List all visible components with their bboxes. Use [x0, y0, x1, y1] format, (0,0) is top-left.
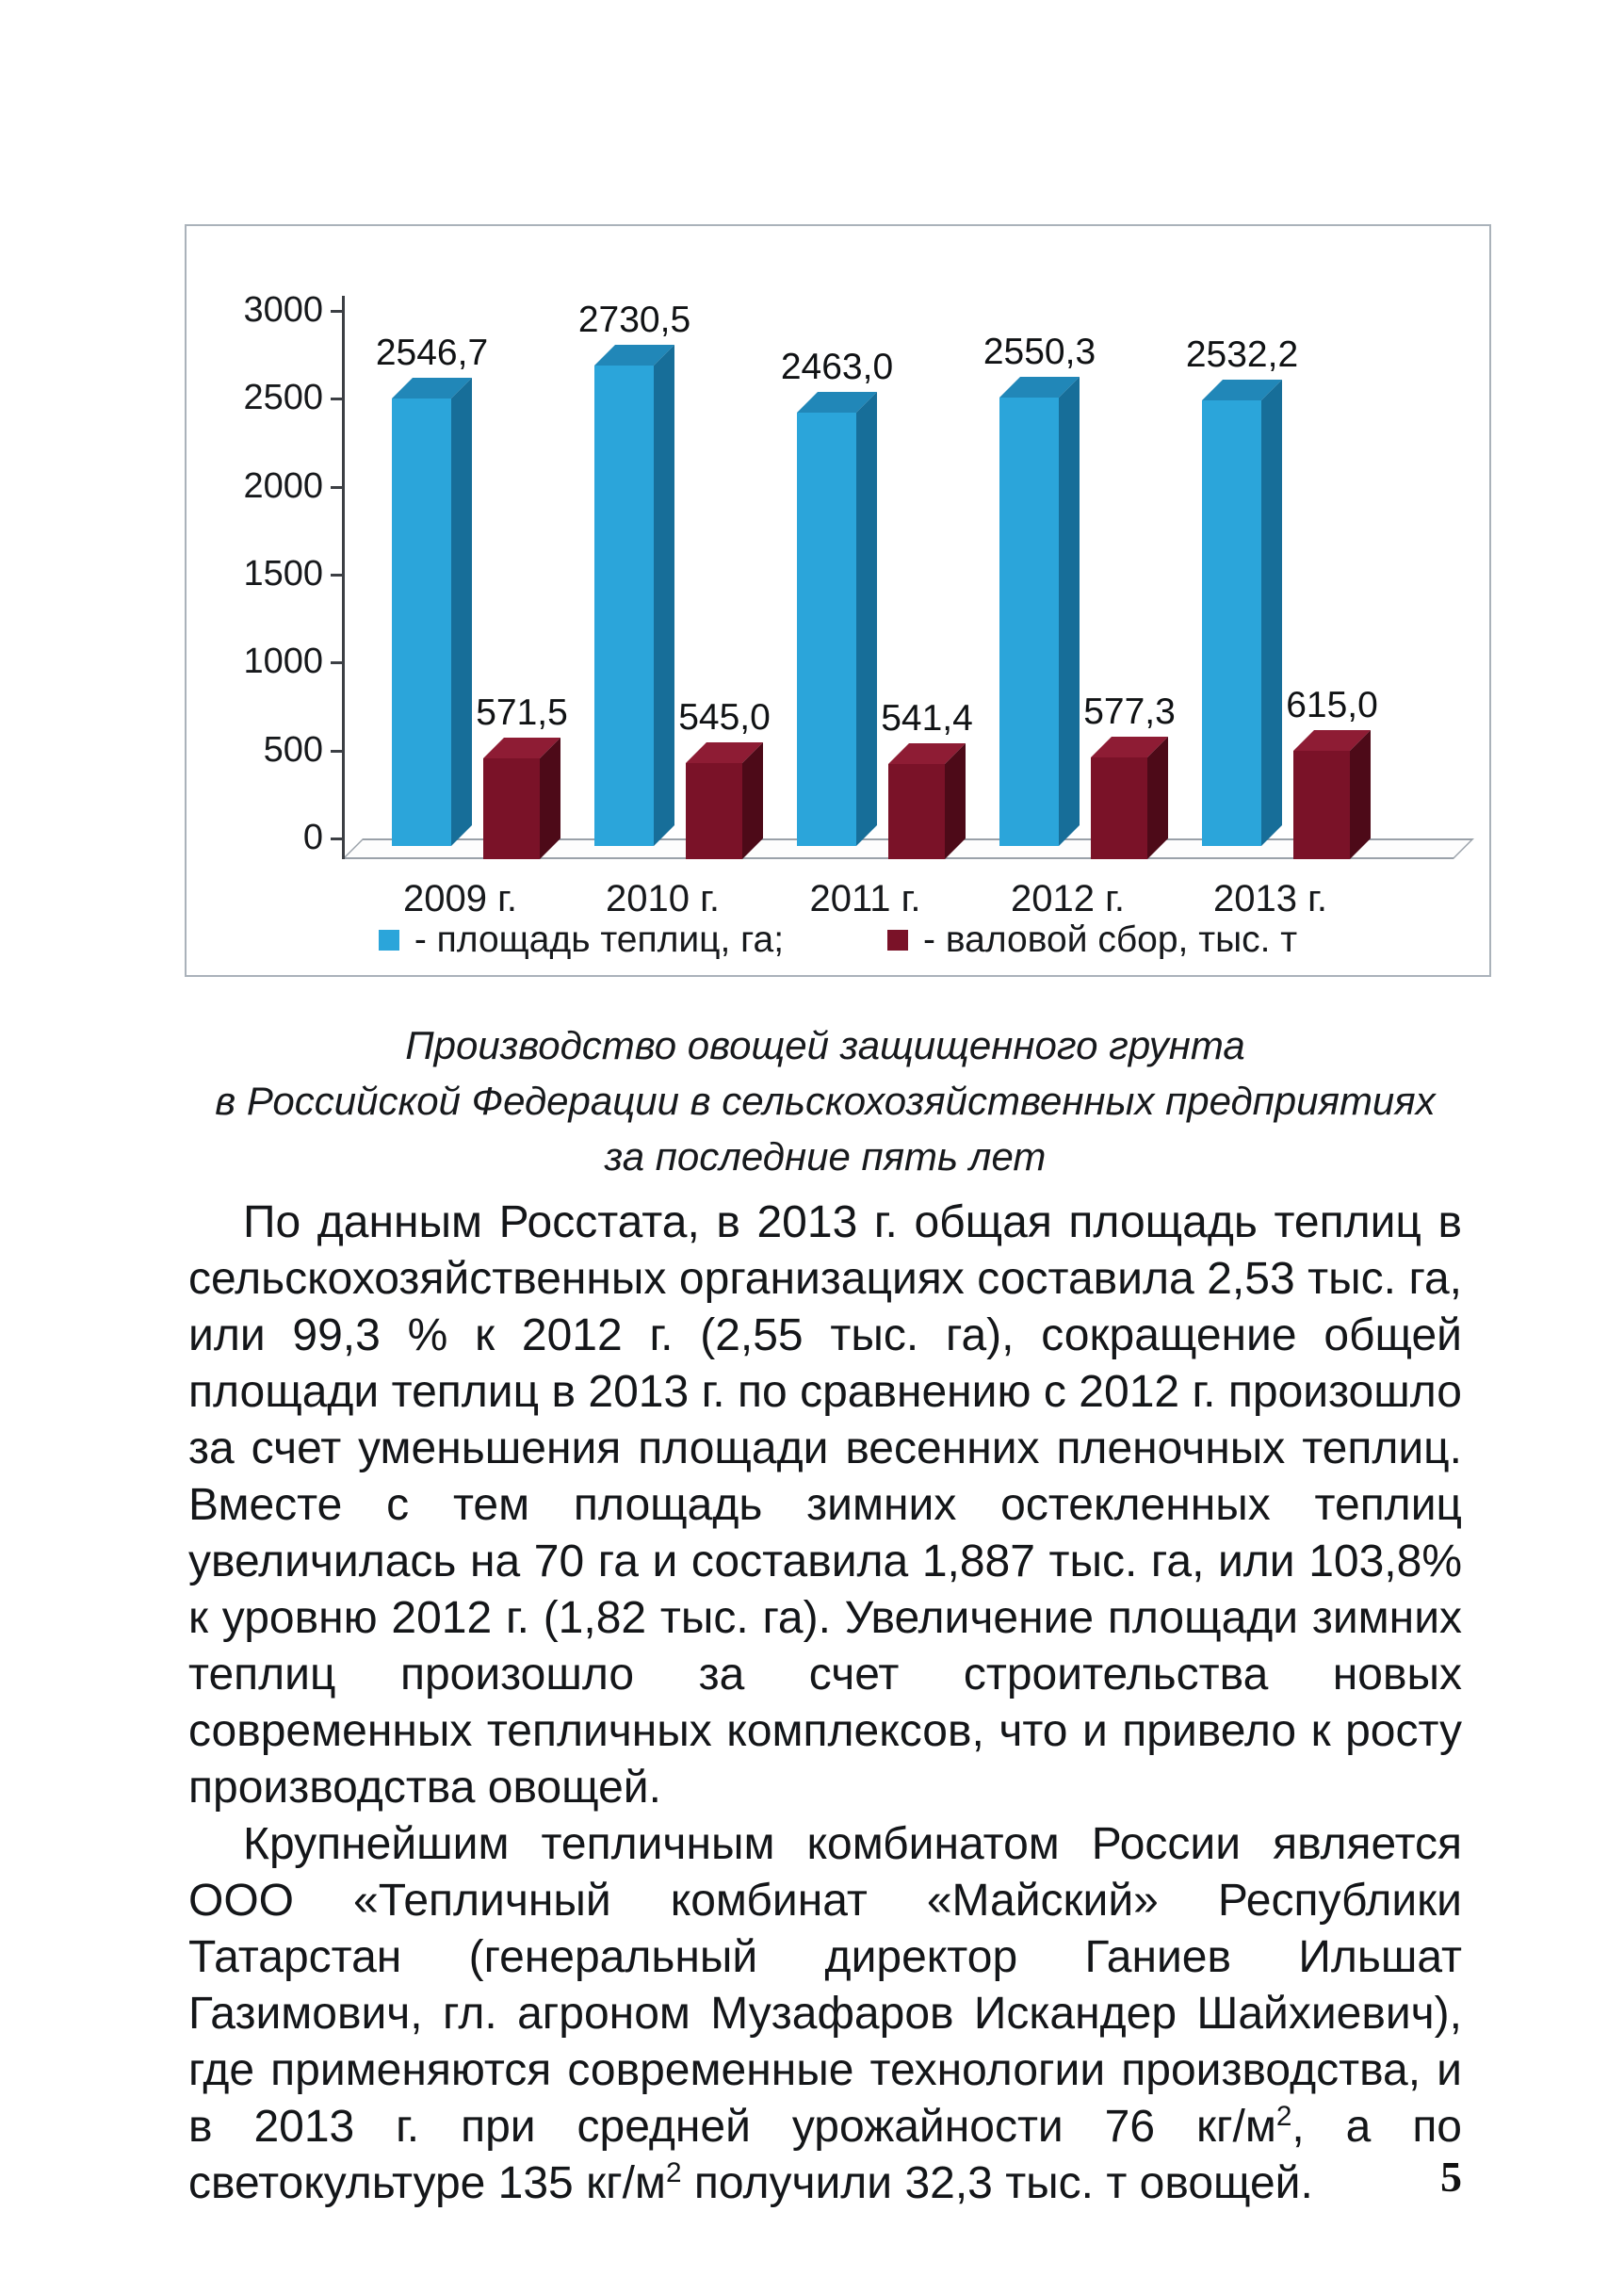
y-axis-label: 0 — [302, 818, 323, 857]
bar-value-label: 541,4 — [881, 697, 973, 739]
y-axis-label: 1000 — [243, 642, 323, 682]
figure-caption: Производство овощей защищенного грунта в… — [188, 1017, 1462, 1184]
caption-line-2: в Российской Федерации в сельскохозяйств… — [215, 1079, 1436, 1123]
x-axis-label: 2013 г. — [1213, 878, 1327, 919]
bar-area — [1202, 380, 1282, 846]
bar-value-label: 2546,7 — [375, 332, 489, 373]
bar-area — [392, 377, 472, 846]
x-axis-label: 2009 г. — [403, 878, 517, 919]
bar-value-label: 2532,2 — [1185, 334, 1299, 376]
y-axis-tick — [331, 574, 342, 577]
paragraph-2-text: , а по светокультуре 135 кг/м — [188, 2102, 1463, 2208]
y-axis-label: 3000 — [243, 290, 323, 330]
y-axis-label: 1500 — [243, 554, 323, 594]
y-axis-tick — [331, 661, 342, 665]
bar-value-label: 2550,3 — [983, 331, 1096, 372]
bar-harvest — [483, 738, 560, 859]
bar-harvest — [888, 742, 966, 859]
y-axis-label: 2500 — [243, 378, 323, 418]
legend-label-area: - площадь теплиц, га; — [414, 919, 785, 960]
legend-item-harvest: - валовой сбор, тыс. т — [887, 919, 1297, 961]
y-axis-line — [342, 296, 345, 859]
superscript-2: 2 — [1275, 2101, 1292, 2132]
y-axis-label: 500 — [263, 729, 323, 770]
bar-area — [797, 392, 877, 846]
legend-label-harvest: - валовой сбор, тыс. т — [923, 919, 1298, 960]
y-axis-tick — [331, 485, 342, 489]
legend-swatch-blue-icon — [378, 930, 399, 951]
chart-plot: 3000 2500 2000 1500 1000 500 0 2546,7 571,5 2009 … — [187, 226, 1489, 975]
y-axis-tick — [331, 749, 342, 753]
bar-harvest — [1293, 730, 1371, 859]
y-axis-label: 2000 — [243, 465, 323, 506]
bar-harvest — [1091, 737, 1168, 859]
legend-swatch-red-icon — [887, 930, 909, 951]
page-number: 5 — [1440, 2153, 1462, 2201]
bar-area — [594, 345, 674, 846]
paragraph-2-text: получили 32,3 тыс. т овощей. — [681, 2158, 1313, 2208]
bar-value-label: 2730,5 — [577, 300, 691, 341]
y-axis-tick — [331, 310, 342, 313]
paragraph-2: Крупнейшим тепличным комбинатом России я… — [188, 1816, 1462, 2212]
x-axis-label: 2011 г. — [809, 878, 921, 919]
paragraph-2-text: Крупнейшим тепличным комбинатом России я… — [188, 1819, 1462, 2152]
body-text: По данным Росстата, в 2013 г. общая площ… — [188, 1195, 1462, 2212]
bar-value-label: 2463,0 — [780, 347, 894, 388]
bar-value-label: 615,0 — [1286, 685, 1378, 726]
x-axis-label: 2010 г. — [606, 878, 720, 919]
y-axis-tick — [331, 398, 342, 401]
bar-value-label: 577,3 — [1083, 691, 1176, 733]
bar-value-label: 545,0 — [678, 697, 771, 739]
caption-line-3: за последние пять лет — [604, 1134, 1047, 1179]
legend-item-area: - площадь теплиц, га; — [378, 919, 785, 961]
y-axis-tick — [331, 838, 342, 840]
x-axis-label: 2012 г. — [1011, 878, 1125, 919]
bar-harvest — [686, 742, 763, 859]
bar-value-label: 571,5 — [476, 692, 568, 734]
chart-legend: - площадь теплиц, га; - валовой сбор, ты… — [187, 919, 1489, 961]
paragraph-1: По данным Росстата, в 2013 г. общая площ… — [188, 1197, 1462, 1813]
caption-line-1: Производство овощей защищенного грунта — [405, 1023, 1245, 1067]
chart: 3000 2500 2000 1500 1000 500 0 2546,7 571,5 2009 … — [185, 224, 1491, 977]
superscript-2: 2 — [665, 2157, 682, 2188]
bar-area — [999, 376, 1080, 846]
